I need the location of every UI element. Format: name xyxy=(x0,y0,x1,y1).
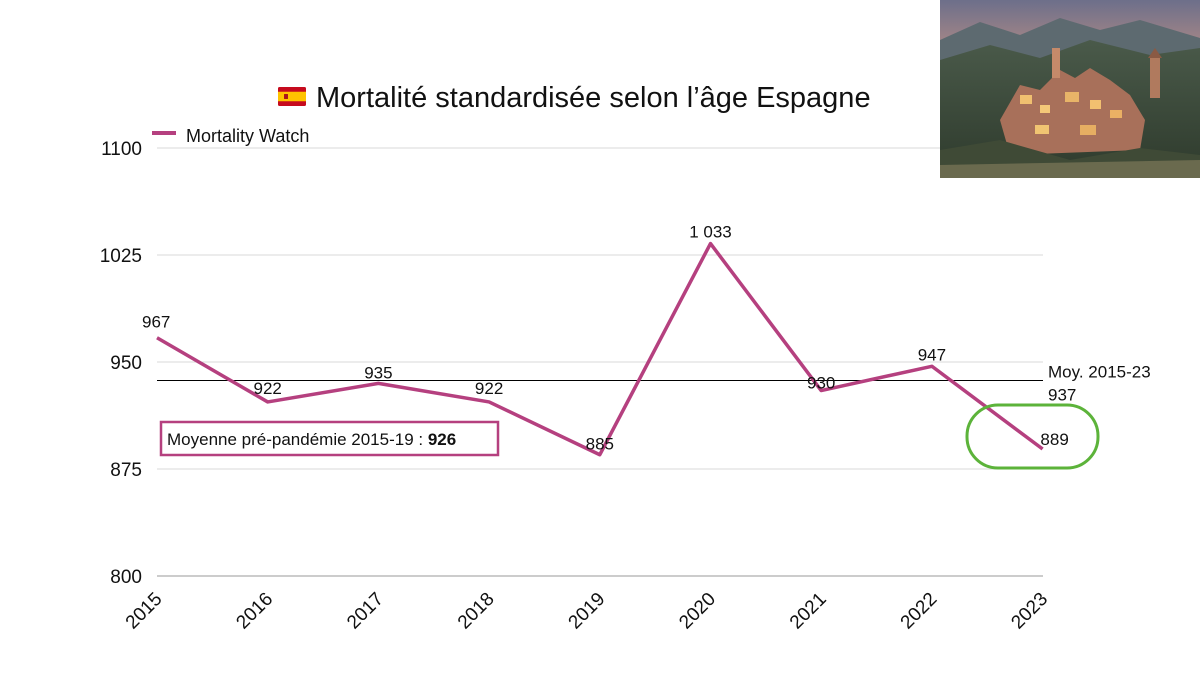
y-tick-label: 1025 xyxy=(100,246,142,267)
x-tick-label: 2015 xyxy=(122,589,167,634)
data-label: 1 033 xyxy=(689,223,732,242)
x-tick-label: 2020 xyxy=(675,589,720,634)
data-label: 922 xyxy=(475,379,503,398)
y-tick-label: 800 xyxy=(110,567,142,588)
series-line-mortality-watch xyxy=(156,241,1044,457)
legend: Mortality Watch xyxy=(152,126,309,146)
x-tick-label: 2018 xyxy=(454,589,499,634)
data-label: 889 xyxy=(1040,430,1068,449)
data-label: 930 xyxy=(807,374,835,393)
annotation-label: Moyenne pré-pandémie 2015-19 : xyxy=(167,430,428,449)
mean-line-value: 937 xyxy=(1048,386,1076,405)
y-tick-label: 1100 xyxy=(101,139,142,160)
data-label: 947 xyxy=(918,345,946,364)
chart-title-text: Mortalité standardisée selon l’âge Espag… xyxy=(316,82,871,114)
annotation-text: Moyenne pré-pandémie 2015-19 : 926 xyxy=(167,430,456,449)
village-landscape-photo xyxy=(940,0,1200,178)
x-tick-label: 2023 xyxy=(1007,589,1052,634)
spain-flag-icon xyxy=(278,86,306,106)
y-tick-label: 875 xyxy=(110,460,142,481)
data-label: 922 xyxy=(254,379,282,398)
data-label: 967 xyxy=(142,313,170,332)
x-tick-label: 2016 xyxy=(232,589,277,634)
annotation-value: 926 xyxy=(428,430,456,449)
y-tick-label: 950 xyxy=(110,353,142,374)
mean-line-label: Moy. 2015-23 xyxy=(1048,363,1151,382)
legend-label: Mortality Watch xyxy=(186,126,309,146)
x-tick-label: 2021 xyxy=(786,589,831,634)
data-labels: 967 922 935 922 885 1 033 930 947 889 xyxy=(142,223,1069,454)
x-axis-ticks: 2015 2016 2017 2018 2019 2020 2021 2022 2023 xyxy=(122,589,1052,634)
highlight-2023-oval xyxy=(965,403,1100,470)
landscape-illustration xyxy=(940,0,1200,178)
data-label: 935 xyxy=(364,363,392,382)
pre-pandemic-mean-annotation: Moyenne pré-pandémie 2015-19 : 926 xyxy=(159,420,500,457)
x-tick-label: 2022 xyxy=(897,589,942,634)
annotation-frame xyxy=(159,420,500,457)
y-axis-ticks: 800 875 950 1025 1100 xyxy=(100,139,142,588)
data-label: 885 xyxy=(586,435,614,454)
x-tick-label: 2019 xyxy=(565,589,610,634)
x-tick-label: 2017 xyxy=(343,589,388,634)
gridlines xyxy=(157,147,1043,577)
chart-title: Mortalité standardisée selon l’âge Espag… xyxy=(278,82,871,115)
